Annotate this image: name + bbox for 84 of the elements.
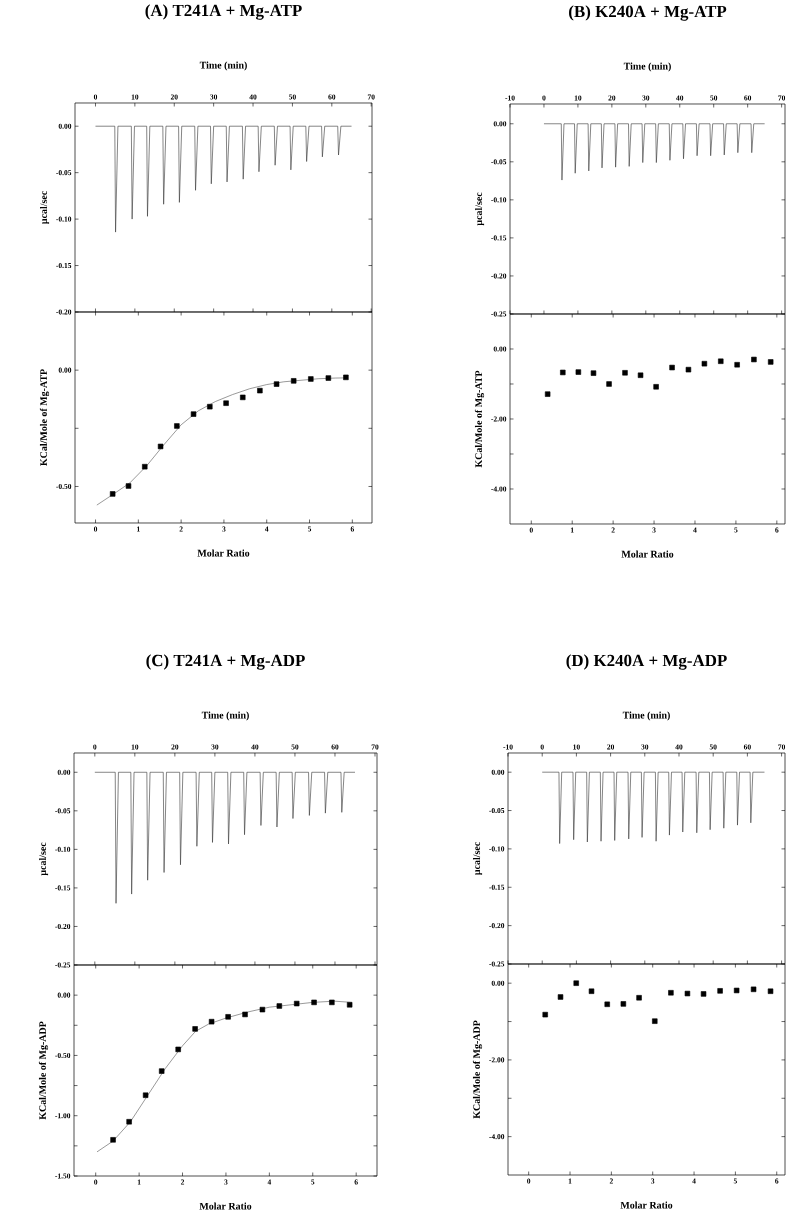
chart-title: (A) T241A + Mg-ATP <box>145 4 302 20</box>
point <box>684 990 691 997</box>
point <box>142 463 148 470</box>
chart-title: (C) T241A + Mg-ADP <box>146 654 305 670</box>
point <box>544 391 551 397</box>
point <box>751 356 757 363</box>
point <box>620 1001 627 1007</box>
point <box>590 370 597 376</box>
point <box>542 1011 548 1018</box>
y-axis-title: KCal/Mole of Mg-ADP <box>38 1021 49 1120</box>
line-series <box>541 771 765 844</box>
point <box>557 994 564 1000</box>
x-axis-title: Molar Ratio <box>199 1202 252 1210</box>
point <box>126 1119 132 1125</box>
point <box>290 378 297 384</box>
point <box>223 400 229 406</box>
point <box>276 1003 283 1009</box>
point <box>750 986 757 993</box>
line-series <box>95 125 352 233</box>
point <box>174 423 180 429</box>
point <box>343 374 349 381</box>
x-axis-title: Molar Ratio <box>620 1201 673 1209</box>
point <box>652 1018 658 1024</box>
y-axis-title: KCal/Mole of Mg-ATP <box>39 369 50 466</box>
point <box>346 1002 353 1008</box>
point <box>192 1026 198 1032</box>
point <box>622 370 628 376</box>
point <box>294 1000 300 1007</box>
y-axis-title: µcal/sec <box>475 192 485 226</box>
x-axis-title: Molar Ratio <box>621 550 674 558</box>
point <box>668 990 674 996</box>
point <box>158 1068 165 1074</box>
point <box>606 381 612 387</box>
x-axis-title: Time (min) <box>199 61 247 71</box>
y-axis-title: µcal/sec <box>40 191 50 225</box>
point <box>125 483 132 489</box>
point <box>225 1014 231 1020</box>
point <box>637 372 644 378</box>
point <box>175 1046 181 1053</box>
point <box>700 991 707 997</box>
point <box>207 403 213 410</box>
point <box>733 987 740 994</box>
point <box>190 411 197 417</box>
point <box>240 394 246 401</box>
y-axis-title: µcal/sec <box>473 842 483 876</box>
point <box>669 364 675 371</box>
point <box>308 376 314 382</box>
point <box>701 360 708 367</box>
point <box>685 366 692 373</box>
line-series <box>94 771 356 904</box>
point <box>573 980 579 986</box>
point <box>273 381 280 387</box>
point <box>242 1011 248 1018</box>
point <box>560 369 566 376</box>
point <box>604 1001 610 1007</box>
x-axis-title: Time (min) <box>623 62 671 72</box>
point <box>767 359 774 365</box>
point <box>325 375 332 381</box>
point <box>329 999 335 1006</box>
y-axis-title: µcal/sec <box>39 842 49 876</box>
point <box>718 358 724 364</box>
x-axis-title: Time (min) <box>622 711 670 721</box>
point <box>110 1137 116 1143</box>
point <box>734 362 740 368</box>
point <box>311 999 317 1006</box>
chart-title: (D) K240A + Mg-ADP <box>566 654 727 670</box>
y-axis-title: KCal/Mole of Mg-ATP <box>474 370 485 468</box>
y-axis-title: KCal/Mole of Mg-ADP <box>472 1020 483 1119</box>
point <box>767 988 774 994</box>
chart-title: (B) K240A + Mg-ATP <box>569 5 727 21</box>
point <box>636 995 642 1001</box>
point <box>109 491 116 497</box>
point <box>257 387 263 394</box>
line-series <box>543 123 765 181</box>
point <box>157 443 164 450</box>
x-axis-title: Molar Ratio <box>197 549 250 557</box>
point <box>208 1018 215 1025</box>
point <box>717 988 723 994</box>
point <box>259 1006 266 1013</box>
point <box>142 1092 149 1098</box>
point <box>575 369 582 375</box>
point <box>588 988 595 994</box>
x-axis-title: Time (min) <box>201 711 249 721</box>
point <box>653 384 659 390</box>
